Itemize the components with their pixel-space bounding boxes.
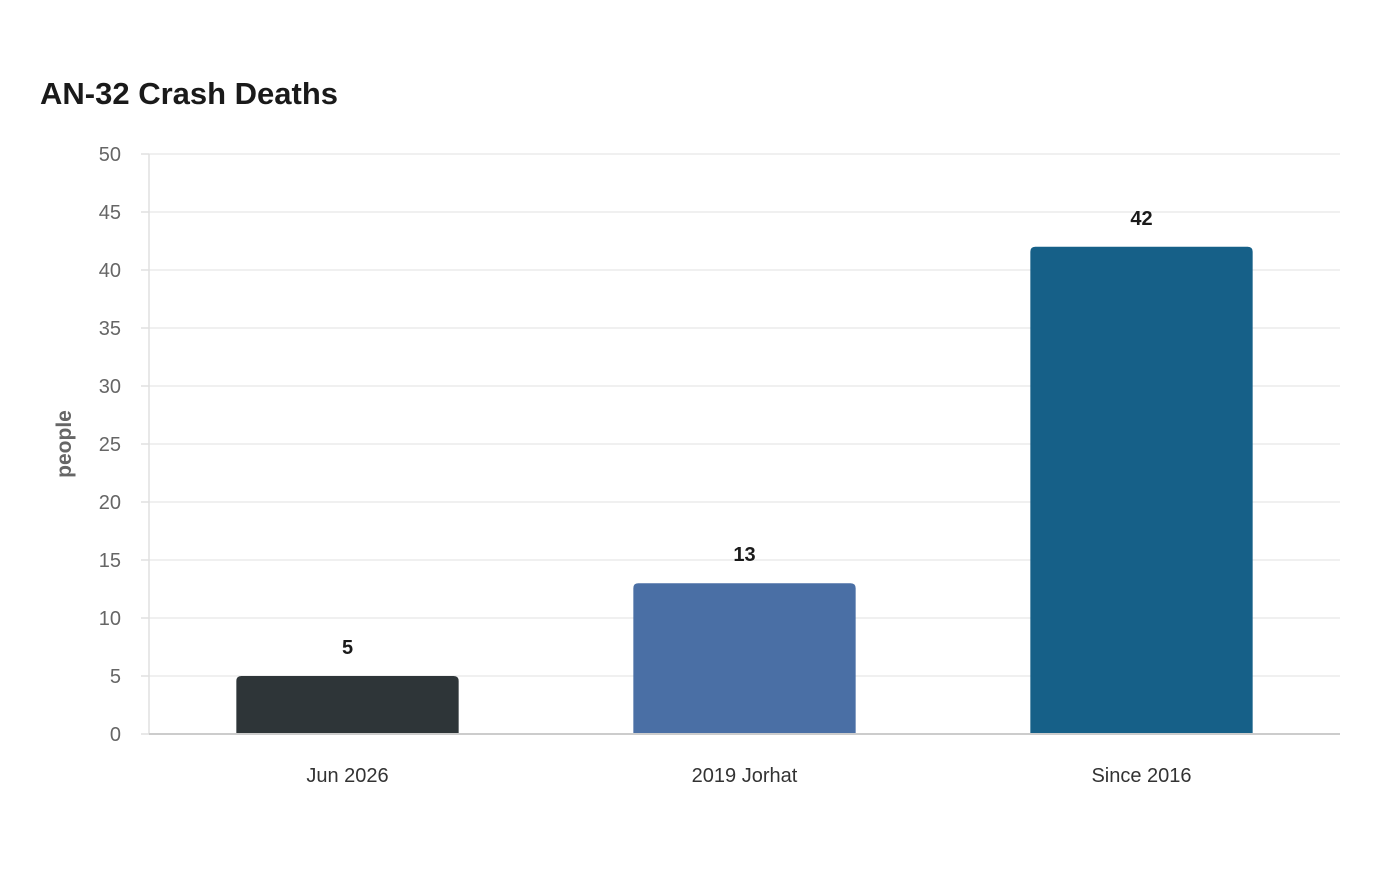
- x-category-label: 2019 Jorhat: [692, 765, 798, 787]
- y-tick-label: 40: [99, 260, 121, 282]
- bar-value-label: 5: [342, 637, 353, 659]
- bar-jun-2026: [236, 676, 459, 734]
- bar-value-label: 42: [1130, 208, 1152, 230]
- y-tick-label: 30: [99, 376, 121, 398]
- y-axis-title: people: [53, 410, 76, 478]
- y-tick-label: 25: [99, 434, 121, 456]
- y-tick-label: 15: [99, 550, 121, 572]
- bar-value-label: 13: [733, 544, 755, 566]
- x-category-label: Since 2016: [1091, 765, 1191, 787]
- bars: 5 13 42: [236, 208, 1253, 735]
- y-tick-label: 20: [99, 492, 121, 514]
- y-tick-label: 50: [99, 144, 121, 166]
- y-tick-label: 5: [110, 666, 121, 688]
- x-axis-categories: Jun 2026 2019 Jorhat Since 2016: [306, 765, 1191, 787]
- x-category-label: Jun 2026: [306, 765, 388, 787]
- bar-2019-jorhat: [633, 583, 856, 734]
- y-tick-label: 10: [99, 608, 121, 630]
- y-tick-label: 45: [99, 202, 121, 224]
- y-tick-label: 35: [99, 318, 121, 340]
- y-tick-label: 0: [110, 724, 121, 746]
- bar-since-2016: [1030, 246, 1253, 735]
- chart-title: AN-32 Crash Deaths: [40, 76, 339, 111]
- y-axis-ticks: 0 5 10 15 20 25 30 35 40 45 50: [99, 144, 149, 746]
